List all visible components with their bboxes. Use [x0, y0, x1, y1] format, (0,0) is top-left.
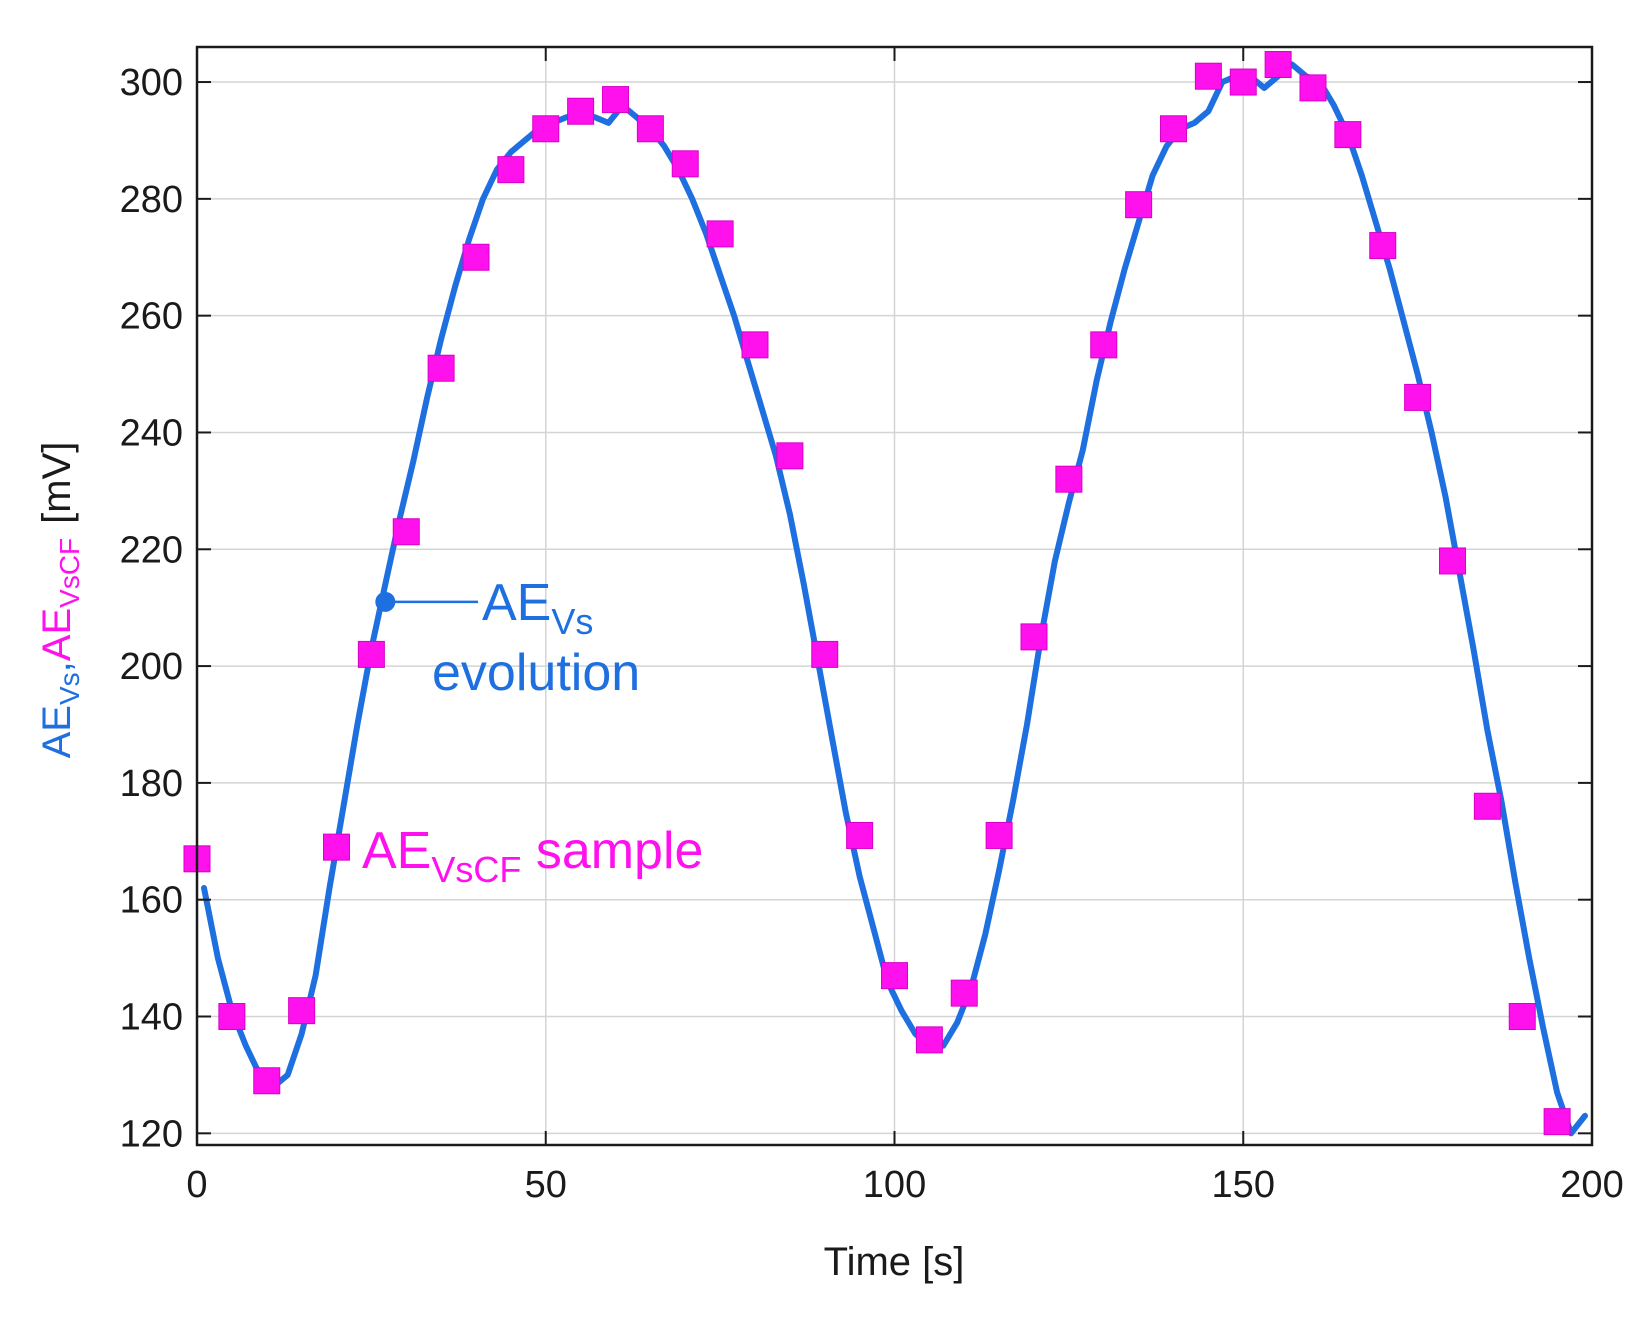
svg-text:AEVs,AEVsCF[mV]: AEVs,AEVsCF[mV]	[35, 442, 85, 759]
sample-marker	[1543, 1108, 1571, 1136]
y-axis-title: AEVs,AEVsCF[mV]	[35, 442, 85, 759]
sample-marker	[497, 156, 525, 184]
tick-labels: 0 50 100 150 200 120 140 160 180 200 220 240 260 280 3…	[120, 62, 1624, 1206]
sample-marker	[1090, 331, 1118, 359]
grid	[196, 47, 1593, 1145]
x-tick-label: 50	[525, 1164, 567, 1206]
sample-marker	[532, 115, 560, 143]
x-tick-label: 100	[863, 1164, 926, 1206]
y-tick-label: 200	[120, 646, 183, 688]
sample-marker	[567, 97, 595, 125]
sample-marker	[1125, 191, 1153, 219]
sample-marker	[706, 220, 734, 248]
y-tick-label: 120	[120, 1113, 183, 1155]
annotation-point	[375, 591, 396, 612]
annotation-evolution-line2: evolution	[432, 644, 640, 702]
y-tick-label: 220	[120, 529, 183, 571]
sample-marker	[1299, 74, 1327, 102]
svg-text:AEVs: AEVs	[482, 574, 593, 642]
sample-marker	[602, 86, 629, 114]
sample-marker	[1439, 547, 1466, 575]
y-tick-label: 180	[120, 763, 183, 805]
sample-marker	[462, 243, 490, 271]
sample-marker	[1020, 623, 1048, 651]
annotation-evolution: AEVs evolution	[375, 574, 640, 702]
annotation-sample-main: AE	[362, 822, 431, 880]
annotation-sample-sub: VsCF	[431, 849, 521, 890]
sample-marker	[1194, 62, 1222, 90]
sample-marker	[950, 979, 978, 1007]
sample-marker	[1369, 232, 1397, 260]
sample-marker	[915, 1026, 943, 1054]
annotation-evolution-main: AE	[482, 574, 551, 632]
sample-marker	[1473, 792, 1501, 820]
sample-marker	[323, 833, 350, 861]
x-axis-title: Time [s]	[824, 1240, 965, 1284]
y-tick-label: 260	[120, 296, 183, 338]
sample-marker	[671, 150, 699, 178]
annotation-sample: AEVsCF sample	[362, 822, 703, 890]
sample-marker	[427, 354, 455, 382]
sample-marker	[253, 1067, 281, 1095]
sample-marker	[636, 115, 664, 143]
sample-marker	[1508, 1003, 1536, 1031]
sample-marker	[1160, 115, 1187, 143]
sample-marker	[1229, 68, 1257, 96]
svg-text:AEVsCF sample: AEVsCF sample	[362, 822, 703, 890]
y-tick-label: 160	[120, 880, 183, 922]
x-tick-label: 150	[1212, 1164, 1275, 1206]
sample-marker	[1055, 465, 1083, 493]
sample-marker	[1404, 383, 1432, 411]
series-markers	[183, 51, 1571, 1136]
y-title-separator: ,	[35, 661, 79, 672]
y-title-aevscf: AE	[35, 608, 79, 661]
sample-marker	[846, 821, 874, 849]
sample-marker	[218, 1003, 246, 1031]
sample-marker	[881, 962, 908, 990]
ticks	[196, 47, 1593, 1145]
y-title-aevs: AE	[35, 705, 79, 758]
y-tick-label: 140	[120, 997, 183, 1039]
y-tick-label: 300	[120, 62, 183, 104]
sample-marker	[811, 640, 839, 668]
sample-marker	[288, 997, 316, 1025]
sample-marker	[985, 821, 1013, 849]
y-tick-label: 240	[120, 412, 183, 454]
sample-marker	[741, 331, 769, 359]
sample-marker	[357, 640, 385, 668]
y-title-aevs-sub: Vs	[54, 672, 85, 705]
y-title-unit: [mV]	[35, 442, 79, 524]
sample-marker	[776, 442, 804, 470]
sample-marker	[1264, 51, 1292, 79]
y-tick-label: 280	[120, 179, 183, 221]
y-title-aevscf-sub: VsCF	[54, 538, 85, 608]
x-tick-label: 0	[186, 1164, 207, 1206]
sample-marker	[392, 518, 420, 546]
x-tick-label: 200	[1560, 1164, 1623, 1206]
annotation-sample-suffix: sample	[521, 822, 703, 880]
sample-marker	[1334, 121, 1362, 149]
annotation-evolution-sub: Vs	[551, 601, 593, 642]
